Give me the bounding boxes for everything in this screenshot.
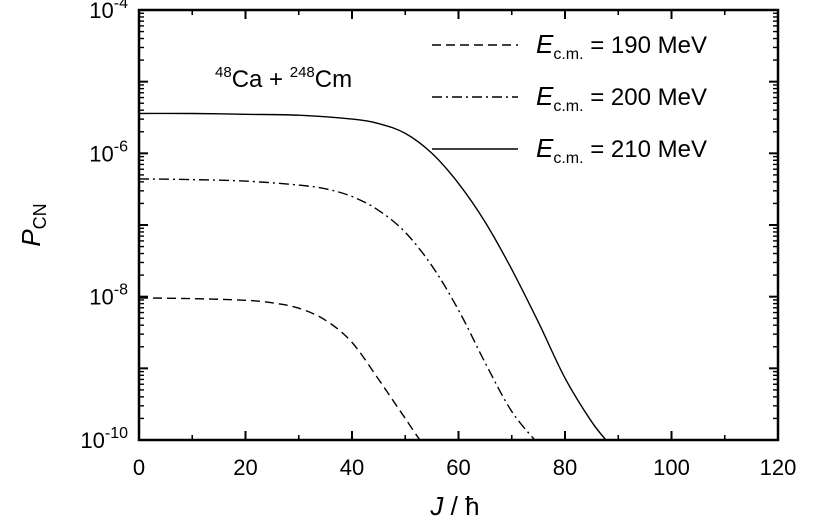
annotation-mass1: 48 (215, 64, 232, 81)
y-axis-sub: CN (30, 203, 50, 229)
x-axis-unit: ħ (465, 491, 479, 521)
plot-frame (137, 8, 780, 442)
y-tick-label: 10-8 (89, 282, 128, 310)
x-tick-label: 40 (340, 455, 364, 480)
annotation-elem2: Cm (315, 66, 352, 93)
x-axis-symbol: J (429, 491, 444, 521)
y-tick-label: 10-6 (89, 138, 128, 166)
annotation-reaction: 48Ca + 248Cm (215, 64, 352, 93)
x-tick-label: 100 (653, 455, 690, 480)
x-axis-label: J / ħ (429, 491, 479, 521)
x-tick-label: 60 (446, 455, 470, 480)
x-tick-label: 80 (553, 455, 577, 480)
series-line-2 (139, 178, 536, 440)
x-tick-label: 20 (233, 455, 257, 480)
legend-label-3: Ec.m. = 210 MeV (536, 133, 707, 167)
x-tick-label: 120 (760, 455, 797, 480)
y-axis-symbol: P (16, 229, 46, 247)
series-layer (139, 112, 607, 440)
legend: Ec.m. = 190 MeV Ec.m. = 200 MeV Ec.m. = 21… (432, 29, 707, 167)
y-tick-label: 10-10 (80, 425, 128, 453)
annotation-plus: + (262, 66, 289, 93)
x-axis-sep: / (443, 491, 465, 521)
x-tick-label: 0 (133, 455, 145, 480)
annotation-elem1: Ca (232, 66, 263, 93)
annotation-mass2: 248 (290, 64, 315, 81)
y-axis-label: PCN (16, 203, 50, 246)
series-line-1 (139, 297, 421, 440)
legend-label-2: Ec.m. = 200 MeV (536, 81, 707, 115)
y-tick-label: 10-4 (89, 0, 128, 23)
legend-label-1: Ec.m. = 190 MeV (536, 29, 707, 63)
ticks-layer: 0 20 40 60 80 100 120 10-10 10-8 10-6 10-4 (80, 0, 796, 480)
series-line-3 (139, 112, 607, 440)
